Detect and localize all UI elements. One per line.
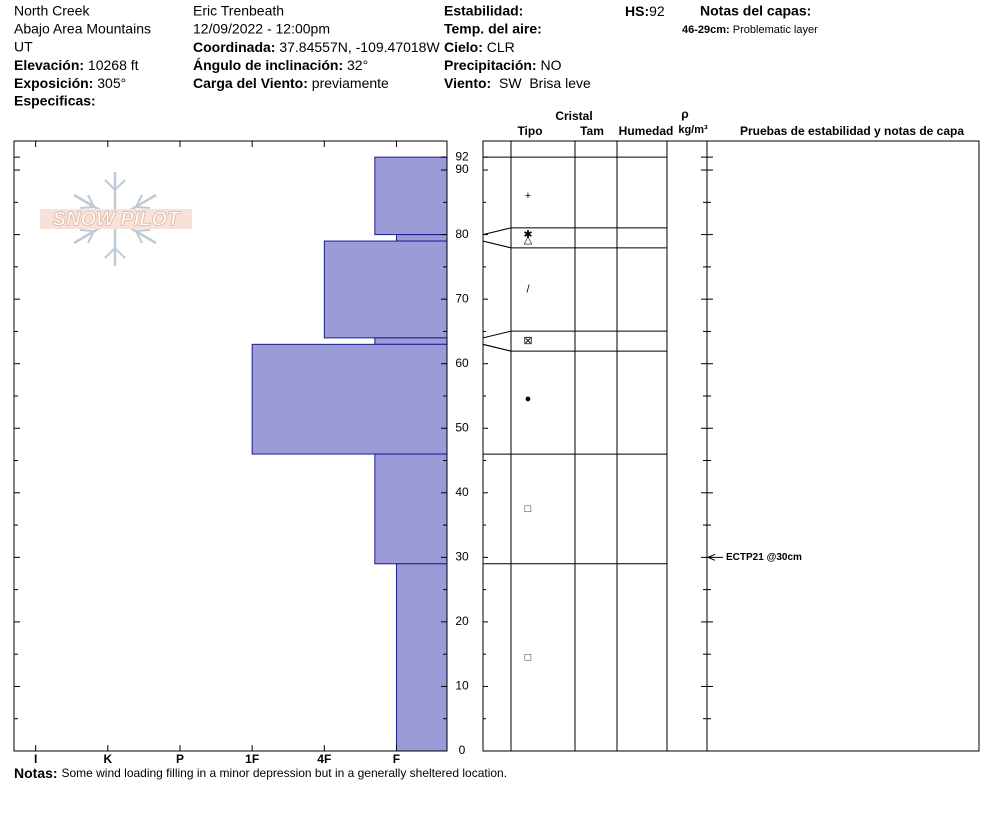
y-tick-label: 30 bbox=[455, 550, 469, 564]
value: Problematic layer bbox=[733, 24, 818, 36]
precipitation: Precipitación: NO bbox=[444, 57, 562, 73]
y-tick-label: 40 bbox=[455, 485, 469, 499]
hardness-bar bbox=[374, 156, 448, 236]
y-tick-label: 90 bbox=[455, 162, 469, 176]
specifics: Especificas: bbox=[14, 93, 96, 109]
wind: Viento: SW Brisa leve bbox=[444, 75, 591, 91]
hardness-bar bbox=[374, 337, 448, 345]
y-tick-label: 50 bbox=[455, 420, 469, 434]
value: previamente bbox=[312, 75, 389, 91]
slope-angle: Ángulo de inclinación: 32° bbox=[193, 57, 368, 73]
logo-band bbox=[40, 209, 192, 229]
wind-loading: Carga del Viento: previamente bbox=[193, 75, 389, 91]
value: 305° bbox=[97, 75, 126, 91]
panel-frame bbox=[482, 140, 980, 752]
state: UT bbox=[14, 39, 33, 55]
grain-symbol: + bbox=[525, 190, 531, 202]
grain-symbol: □ bbox=[525, 503, 532, 515]
value: Some wind loading filling in a minor dep… bbox=[61, 766, 507, 780]
plot-frame bbox=[13, 140, 448, 752]
layer-notes-title: Notas del capas: bbox=[700, 3, 811, 19]
stability: Estabilidad: bbox=[444, 3, 523, 19]
column-header: ρ bbox=[681, 107, 688, 121]
grain-symbol: □ bbox=[525, 651, 532, 663]
sky: Cielo: CLR bbox=[444, 39, 515, 55]
hardness-bar bbox=[323, 240, 448, 339]
observer: Eric Trenbeath bbox=[193, 3, 284, 19]
grain-symbol: △ bbox=[524, 234, 533, 246]
column-header: Tam bbox=[580, 124, 604, 138]
value: 92 bbox=[649, 3, 665, 19]
layer-connector bbox=[482, 240, 512, 249]
hardness-bar bbox=[374, 453, 448, 565]
elevation: Elevación: 10268 ft bbox=[14, 57, 139, 73]
grain-symbol: ✱ bbox=[523, 229, 532, 241]
y-tick-label: 92 bbox=[455, 149, 469, 163]
label: Precipitación: bbox=[444, 57, 537, 73]
hardness-bar bbox=[395, 234, 448, 242]
y-tick-label: 60 bbox=[455, 356, 469, 370]
layer-connector bbox=[482, 343, 512, 352]
y-tick-label: 20 bbox=[455, 614, 469, 628]
x-tick-label: 4F bbox=[317, 752, 331, 766]
x-tick-label: I bbox=[34, 752, 37, 766]
notes: Notas: Some wind loading filling in a mi… bbox=[14, 765, 507, 781]
grain-symbol: ⊠ bbox=[523, 335, 532, 347]
y-tick-label: 80 bbox=[455, 227, 469, 241]
label: Exposición: bbox=[14, 75, 93, 91]
site: North Creek bbox=[14, 3, 90, 19]
logo: SNOW PILOT bbox=[40, 172, 192, 266]
label: Cielo: bbox=[444, 39, 483, 55]
grain-symbol: / bbox=[526, 283, 530, 295]
x-tick-label: K bbox=[103, 752, 112, 766]
label: Notas: bbox=[14, 765, 58, 781]
grain-symbol: ● bbox=[525, 393, 532, 405]
layer-connector bbox=[482, 330, 512, 339]
value: 37.84557N, -109.47018W bbox=[279, 39, 440, 55]
column-header: Pruebas de estabilidad y notas de capa bbox=[740, 124, 964, 138]
value: NO bbox=[540, 57, 561, 73]
label: Coordinada: bbox=[193, 39, 275, 55]
layer-connector bbox=[482, 227, 512, 236]
hardness-bar bbox=[395, 563, 448, 752]
label: Carga del Viento: bbox=[193, 75, 308, 91]
column-header: Tipo bbox=[517, 124, 542, 138]
value: 32° bbox=[347, 57, 368, 73]
test-arrowhead bbox=[706, 553, 716, 561]
air-temp: Temp. del aire: bbox=[444, 21, 542, 37]
x-tick-label: 1F bbox=[245, 752, 259, 766]
coordinates: Coordinada: 37.84557N, -109.47018W bbox=[193, 39, 440, 55]
column-header: kg/m³ bbox=[678, 124, 708, 136]
label: HS: bbox=[625, 3, 649, 19]
label: Viento: bbox=[444, 75, 491, 91]
hs: HS:92 bbox=[625, 3, 665, 19]
test-label: ECTP21 @30cm bbox=[726, 552, 802, 563]
value: 10268 ft bbox=[88, 57, 139, 73]
x-tick-label: F bbox=[393, 752, 400, 766]
logo-text: SNOW PILOT bbox=[53, 208, 181, 230]
x-tick-label: P bbox=[176, 752, 184, 766]
column-header: Humedad bbox=[619, 124, 674, 138]
y-tick-label: 70 bbox=[455, 291, 469, 305]
y-tick-label: 10 bbox=[455, 679, 469, 693]
value: SW Brisa leve bbox=[499, 75, 591, 91]
value: CLR bbox=[487, 39, 515, 55]
aspect: Exposición: 305° bbox=[14, 75, 126, 91]
label: Elevación: bbox=[14, 57, 84, 73]
layer-note: 46-29cm: Problematic layer bbox=[682, 24, 818, 36]
y-tick-label: 0 bbox=[459, 743, 466, 757]
area: Abajo Area Mountains bbox=[14, 21, 151, 37]
column-header: Cristal bbox=[555, 109, 592, 123]
label: 46-29cm: bbox=[682, 24, 730, 36]
hardness-bar bbox=[251, 343, 448, 455]
label: Ángulo de inclinación: bbox=[193, 57, 343, 73]
datetime: 12/09/2022 - 12:00pm bbox=[193, 21, 330, 37]
